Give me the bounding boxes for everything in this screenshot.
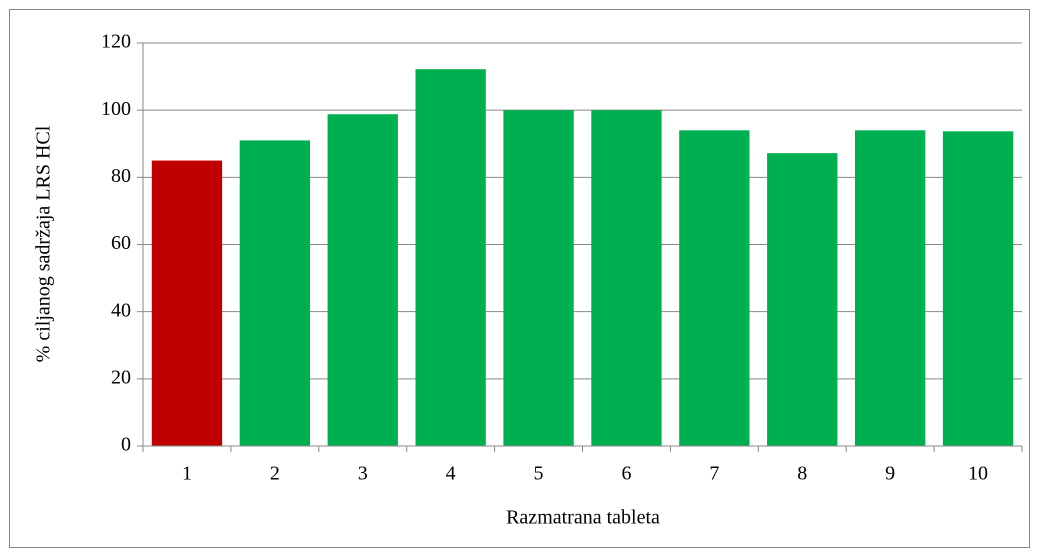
bar	[503, 110, 574, 447]
y-tick-label: 0	[121, 434, 131, 456]
x-tick-label: 6	[621, 463, 631, 485]
bar	[679, 130, 750, 447]
x-tick-label: 3	[358, 463, 368, 485]
x-tick-label: 10	[968, 463, 988, 485]
x-axis-label: Razmatrana tableta	[506, 507, 660, 529]
bar	[854, 130, 926, 447]
bar	[767, 153, 838, 447]
bar	[591, 110, 662, 447]
bar	[239, 140, 311, 446]
x-tick-label: 4	[446, 463, 456, 485]
x-tick-label: 5	[534, 463, 544, 485]
x-tick-label: 1	[182, 463, 192, 485]
x-tick-label: 9	[885, 463, 895, 485]
y-tick-label: 40	[111, 299, 131, 321]
y-tick-label: 80	[111, 165, 131, 187]
y-tick-label: 60	[111, 232, 131, 254]
bar	[415, 69, 486, 446]
x-tick-label: 8	[797, 463, 807, 485]
y-tick-label: 20	[111, 366, 131, 388]
y-axis-label: % ciljanog sadržaja LRS HCl	[33, 125, 55, 362]
bar	[942, 131, 1014, 447]
bar	[327, 114, 398, 447]
bar	[151, 160, 223, 446]
y-tick-label: 120	[101, 31, 131, 53]
x-tick-label: 7	[709, 463, 719, 485]
y-tick-label: 100	[101, 98, 131, 120]
x-tick-label: 2	[270, 463, 280, 485]
